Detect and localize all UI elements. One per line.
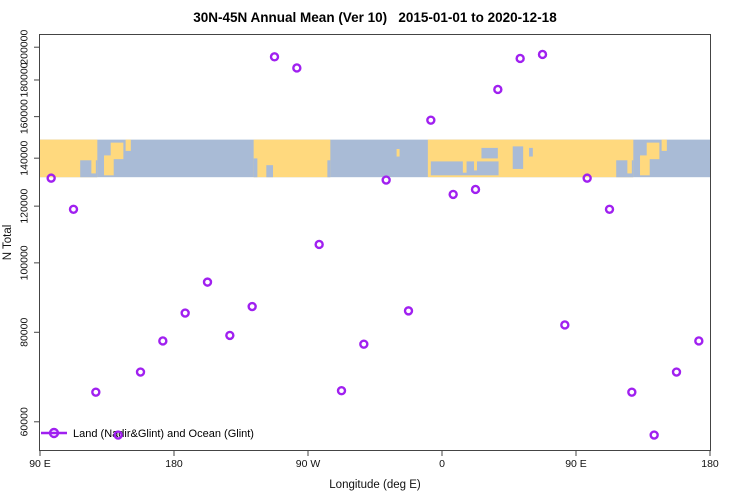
data-point [336, 386, 347, 396]
legend-marker-icon [48, 427, 60, 439]
x-axis-label: Longitude (deg E) [329, 479, 421, 491]
water-patch [253, 158, 258, 178]
data-point [694, 336, 704, 346]
data-point [135, 367, 146, 377]
data-point [537, 49, 548, 60]
land-segment [253, 139, 331, 178]
data-points-layer [46, 49, 704, 440]
data-point [91, 387, 101, 397]
water-patch [327, 160, 331, 178]
land-overlay [627, 155, 632, 174]
water-patch [512, 146, 524, 169]
x-tick-label: 90 E [29, 458, 51, 470]
data-point [180, 308, 190, 318]
data-point [649, 430, 659, 440]
land-segment [646, 142, 660, 160]
land-segment [104, 155, 114, 176]
data-point [68, 204, 79, 214]
land-segment [110, 142, 124, 160]
water-patch [481, 147, 498, 159]
data-point [113, 430, 123, 440]
data-point [560, 320, 570, 330]
land-segment [125, 139, 131, 151]
land-overlay [91, 155, 96, 174]
plot-frame [39, 34, 711, 451]
data-point [627, 387, 637, 397]
x-tick-label: 90 E [565, 458, 587, 470]
data-point [403, 306, 414, 316]
y-tick-label: 80000 [19, 318, 31, 347]
x-tick-label: 0 [439, 458, 445, 470]
y-tick-label: 120000 [19, 188, 31, 223]
data-point [359, 339, 369, 349]
data-point [671, 367, 682, 377]
data-point [515, 53, 525, 64]
legend-label: Land (Nadir&Glint) and Ocean (Glint) [73, 428, 254, 440]
data-point [158, 336, 168, 346]
data-point [381, 175, 391, 185]
data-point [247, 301, 257, 312]
data-point [426, 115, 436, 125]
x-tick-label: 90 W [296, 458, 321, 470]
data-point [292, 63, 302, 73]
data-point [493, 84, 503, 95]
land-segment [661, 139, 667, 151]
data-point [314, 239, 324, 250]
data-point [582, 173, 592, 183]
land-segment [640, 155, 650, 176]
legend: Land (Nadir&Glint) and Ocean (Glint) [41, 427, 254, 440]
data-point [470, 184, 481, 195]
data-point [225, 330, 235, 341]
data-point [269, 52, 280, 62]
land-overlay [462, 158, 467, 173]
data-point [448, 189, 458, 200]
y-tick-label: 160000 [19, 99, 31, 134]
y-tick-label: 200000 [19, 30, 31, 65]
land-overlay [474, 158, 477, 171]
x-tick-label: 180 [165, 458, 183, 470]
x-tick-label: 180 [701, 458, 719, 470]
y-tick-label: 180000 [19, 62, 31, 97]
water-patch [529, 147, 533, 157]
y-tick-label: 100000 [19, 245, 31, 280]
land-segment [396, 149, 400, 157]
water-patch [266, 165, 274, 178]
chart-title: 30N-45N Annual Mean (Ver 10) 2015-01-01 … [193, 10, 557, 25]
y-tick-label: 140000 [19, 141, 31, 176]
data-point [202, 277, 213, 287]
data-point [604, 204, 615, 214]
y-axis-label: N Total [2, 225, 14, 261]
data-point [46, 173, 56, 183]
y-tick-label: 60000 [19, 407, 31, 436]
